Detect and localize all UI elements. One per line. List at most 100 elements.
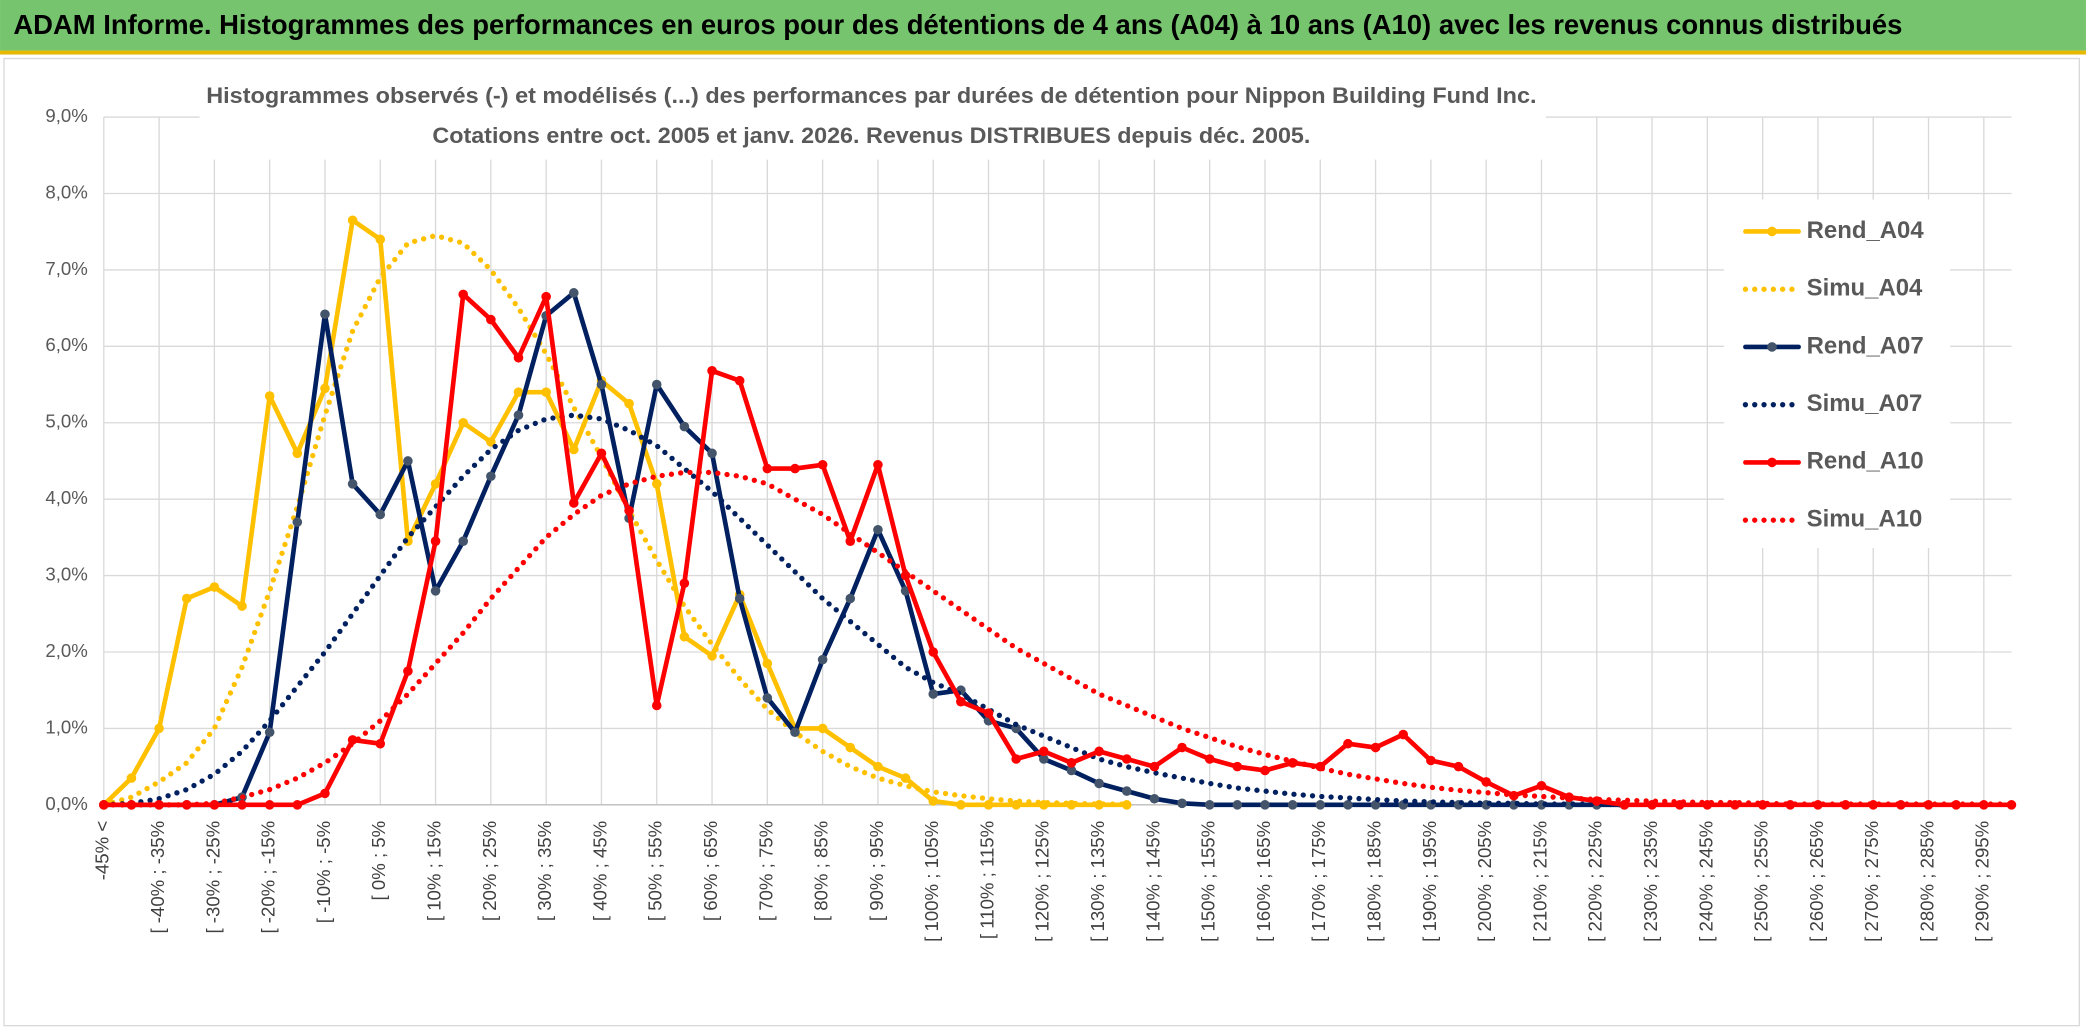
x-tick-label: [ 290% ; 295% [1972,821,1993,942]
data-point [679,578,690,589]
x-tick-label: [ 70% ; 75% [755,821,776,921]
x-tick-label: [ 120% ; 125% [1032,821,1053,942]
y-tick-label: 3,0% [45,564,87,585]
data-point [486,314,496,325]
data-point [430,586,441,596]
data-point [1343,800,1353,810]
legend-label: Simu_A07 [1807,390,1923,417]
data-point [956,696,966,707]
data-point [1121,754,1132,764]
legend-marker [1767,457,1777,468]
title-backdrop [199,79,1546,160]
data-point [569,498,579,508]
x-tick-label: [ 160% ; 165% [1253,821,1274,942]
data-point [154,723,164,734]
x-tick-label: [ 0% ; 5% [368,821,389,901]
data-point [845,593,856,604]
data-point [1232,800,1243,810]
data-point [1121,786,1132,796]
data-point [873,761,883,772]
data-point [430,536,441,546]
data-point [1426,755,1436,766]
data-point [513,387,524,397]
data-point [928,647,939,657]
data-point [181,593,192,604]
data-point [900,773,911,783]
x-tick-label: [ 80% ; 85% [811,821,832,921]
x-tick-label: [ 40% ; 45% [589,821,610,921]
x-tick-label: [ 50% ; 55% [645,821,666,921]
data-point [707,448,717,459]
data-point [458,289,468,300]
data-point [707,365,717,376]
chart-subtitle: Cotations entre oct. 2005 et janv. 2026.… [432,123,1310,148]
header-bar [0,0,2086,51]
data-point [320,383,330,394]
data-point [1536,780,1547,791]
y-tick-label: 9,0% [45,105,87,126]
data-point [1343,738,1353,749]
data-point [375,738,386,749]
x-tick-label: [ 180% ; 185% [1364,821,1385,942]
y-tick-label: 6,0% [45,334,87,355]
data-point [569,444,579,455]
y-tick-label: 2,0% [45,640,87,661]
chart-title: Histogrammes observés (-) et modélisés (… [206,83,1536,108]
data-point [320,788,330,799]
data-point [1481,777,1491,787]
data-point [126,773,137,783]
data-point [264,727,275,738]
legend: Rend_A04 Simu_A04 Rend_A07 Simu_A07 Rend_A10… [1724,199,1951,549]
data-point [292,517,303,527]
x-tick-label: [ 190% ; 195% [1419,821,1440,942]
legend-box [1724,199,1951,549]
page-header: ADAM Informe. Histogrammes des performan… [13,9,1902,40]
legend-label: Rend_A04 [1807,217,1925,244]
data-point [375,234,386,245]
data-point [928,689,939,699]
data-point [1398,729,1409,740]
x-tick-label: [ 170% ; 175% [1308,821,1329,942]
x-tick-label: [ 150% ; 155% [1198,821,1219,942]
data-point [624,398,634,409]
data-point [1260,765,1270,776]
data-point [541,291,551,302]
data-point [1177,742,1187,753]
data-point [209,582,220,592]
data-point [596,379,607,390]
data-point [956,800,966,810]
data-point [347,479,358,489]
x-tick-label: [ 90% ; 95% [866,821,887,921]
data-point [679,421,690,432]
x-tick-label: [ 60% ; 65% [700,821,721,921]
data-point [1260,800,1270,810]
data-point [486,437,496,447]
x-tick-label: [ 140% ; 145% [1142,821,1163,942]
x-tick-label: [ -20% ; -15% [258,821,279,934]
legend-label: Rend_A07 [1807,332,1924,359]
data-point [873,459,883,470]
data-point [403,456,413,466]
data-point [1177,798,1187,809]
data-point [237,601,247,611]
x-tick-label: [ 210% ; 215% [1529,821,1550,942]
data-point [541,387,551,397]
data-point [1453,761,1464,772]
x-tick-label: [ 230% ; 235% [1640,821,1661,942]
data-point [651,379,662,390]
data-point [845,742,856,753]
data-point [264,391,275,401]
data-point [513,353,524,363]
data-point [1011,754,1021,764]
data-point [1121,800,1132,810]
legend-marker [1767,226,1777,237]
data-point [817,723,828,734]
data-point [1204,754,1215,764]
data-point [983,800,994,810]
data-point [1066,758,1077,768]
x-tick-label: [ 10% ; 15% [423,821,444,921]
header-rule [0,50,2086,55]
x-tick-label: [ 100% ; 105% [921,821,942,942]
data-point [347,735,358,745]
